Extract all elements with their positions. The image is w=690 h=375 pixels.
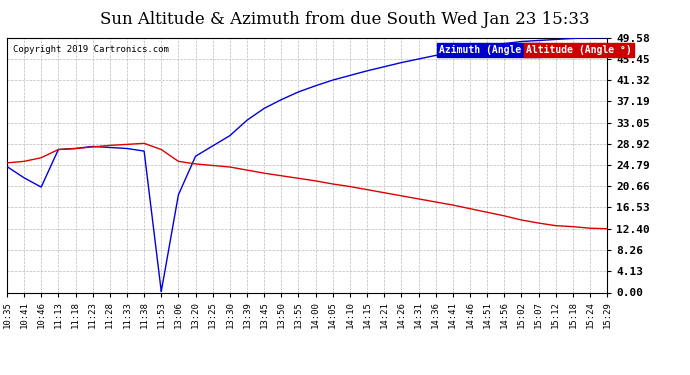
Text: Copyright 2019 Cartronics.com: Copyright 2019 Cartronics.com — [13, 45, 169, 54]
Text: Altitude (Angle °): Altitude (Angle °) — [526, 45, 632, 55]
Text: Azimuth (Angle °): Azimuth (Angle °) — [439, 45, 539, 55]
Text: Sun Altitude & Azimuth from due South Wed Jan 23 15:33: Sun Altitude & Azimuth from due South We… — [100, 11, 590, 28]
